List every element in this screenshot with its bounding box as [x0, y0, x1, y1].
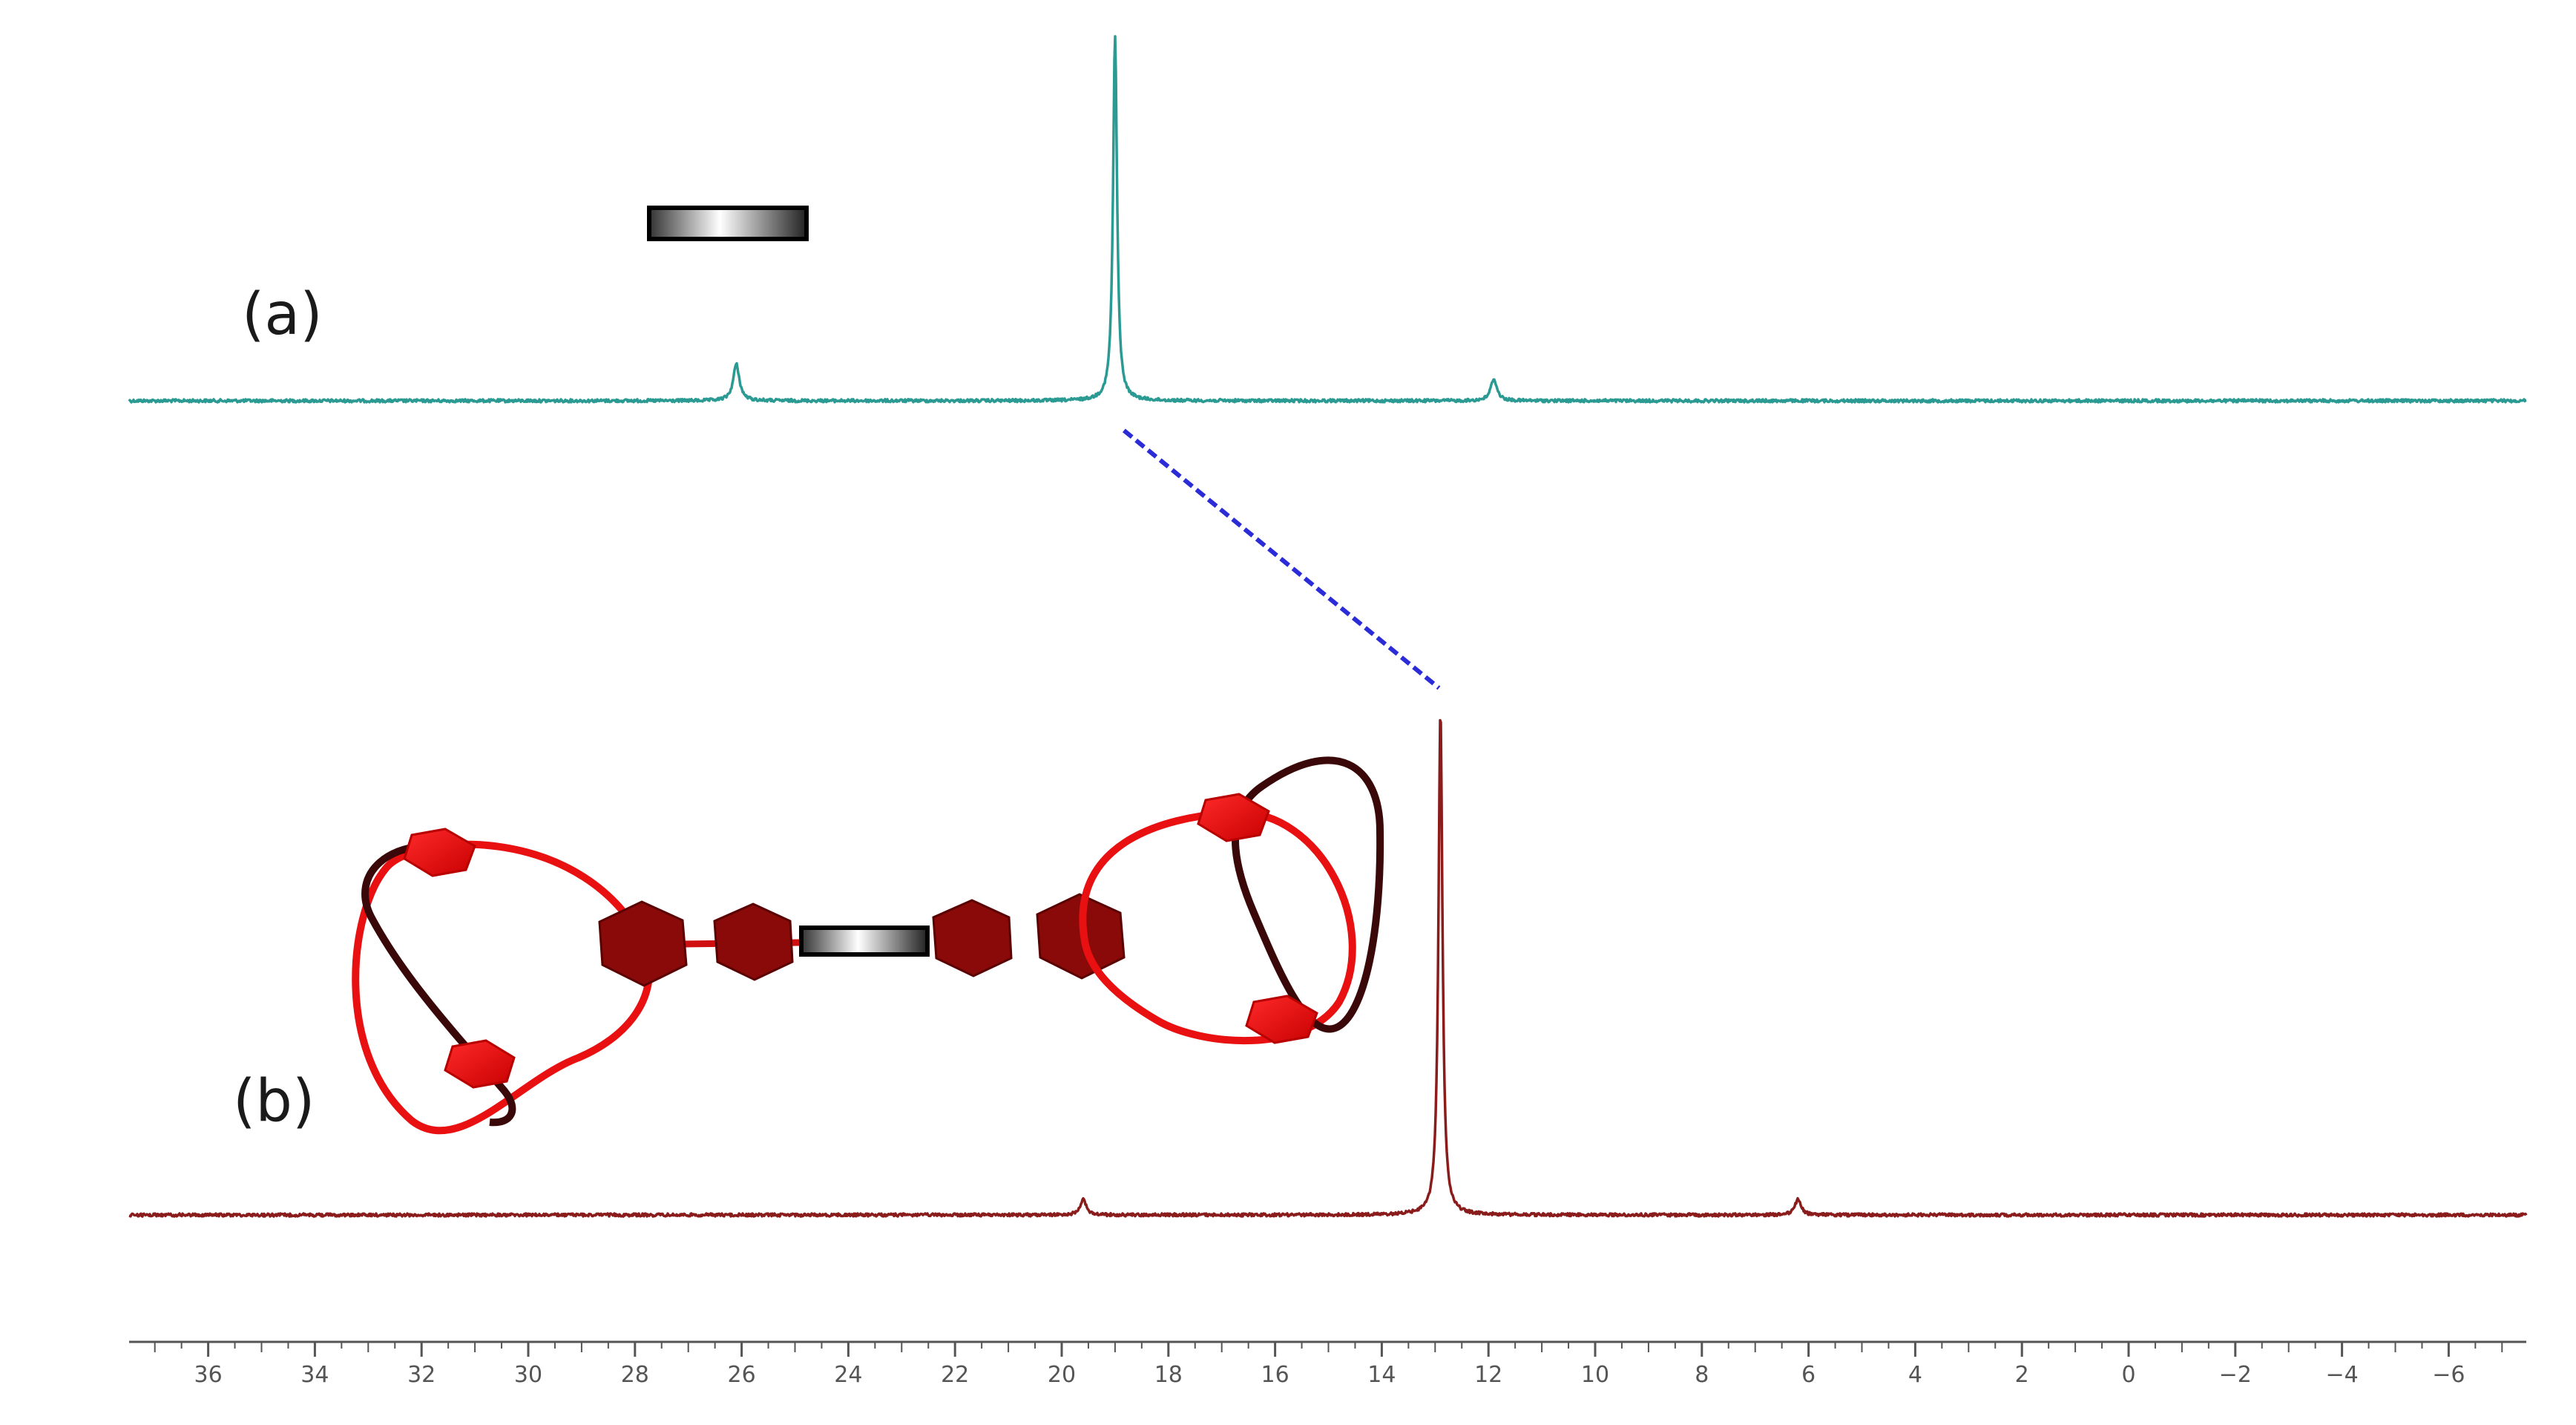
x-tick-label: 4 — [1908, 1362, 1922, 1388]
rod-graphic-a — [647, 206, 809, 241]
x-tick-label: 16 — [1261, 1362, 1289, 1388]
spectrum-a-label: (a) — [242, 281, 323, 348]
spectrum-a-trace — [128, 35, 2527, 404]
spectrum-b-label: (b) — [233, 1068, 315, 1135]
molecule-graphic-b — [352, 756, 1384, 1135]
peak-shift-connector — [1123, 428, 1441, 690]
x-tick-label: 26 — [728, 1362, 756, 1388]
x-axis-ticks — [154, 1342, 2503, 1357]
x-axis: 36 34 32 30 28 26 24 22 20 18 16 14 12 10 8 6 4 2 0 −2 −4 −6 — [129, 1340, 2526, 1388]
x-tick-label: 22 — [941, 1362, 969, 1388]
central-chain — [598, 893, 1126, 987]
x-tick-label: 8 — [1695, 1362, 1709, 1388]
x-tick-label: 18 — [1154, 1362, 1183, 1388]
x-axis-tick-labels: 36 34 32 30 28 26 24 22 20 18 16 14 12 10 8 6 4 2 0 −2 −4 −6 — [194, 1362, 2465, 1388]
x-tick-label: 28 — [621, 1362, 649, 1388]
spectrum-b-trace — [128, 718, 2528, 1218]
x-tick-label: 12 — [1474, 1362, 1502, 1388]
spectrum-b: (b) — [128, 718, 2528, 1218]
x-tick-label: −4 — [2325, 1362, 2358, 1388]
x-tick-label: 30 — [514, 1362, 542, 1388]
left-ring — [352, 828, 654, 1135]
x-tick-label: −2 — [2219, 1362, 2252, 1388]
x-tick-label: 10 — [1581, 1362, 1609, 1388]
x-tick-label: 2 — [2015, 1362, 2029, 1388]
x-tick-label: 6 — [1801, 1362, 1816, 1388]
x-tick-label: 24 — [834, 1362, 862, 1388]
x-tick-label: 32 — [407, 1362, 436, 1388]
x-tick-label: 34 — [300, 1362, 329, 1388]
x-tick-label: −6 — [2432, 1362, 2465, 1388]
spectrum-a: (a) — [128, 35, 2527, 404]
x-tick-label: 0 — [2121, 1362, 2135, 1388]
x-tick-label: 20 — [1048, 1362, 1076, 1388]
x-tick-label: 14 — [1367, 1362, 1396, 1388]
x-tick-label: 36 — [194, 1362, 223, 1388]
right-ring — [1079, 756, 1384, 1045]
